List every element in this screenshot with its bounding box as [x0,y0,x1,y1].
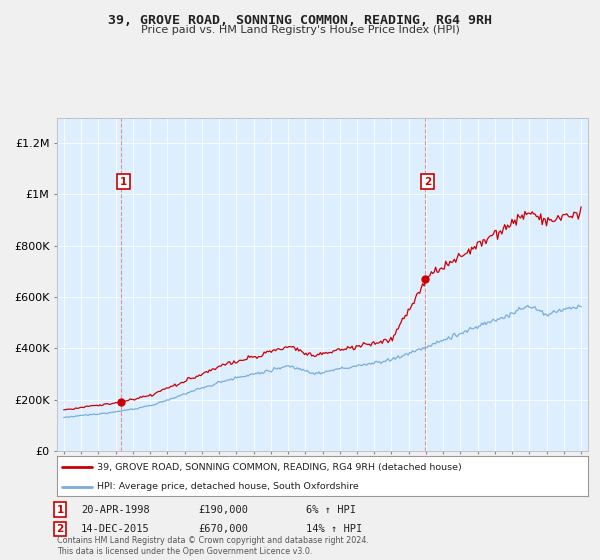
Text: This data is licensed under the Open Government Licence v3.0.: This data is licensed under the Open Gov… [57,547,313,556]
Text: £190,000: £190,000 [198,505,248,515]
Text: 2: 2 [56,524,64,534]
Text: 20-APR-1998: 20-APR-1998 [81,505,150,515]
Text: HPI: Average price, detached house, South Oxfordshire: HPI: Average price, detached house, Sout… [97,483,359,492]
Text: 1: 1 [56,505,64,515]
Text: 14-DEC-2015: 14-DEC-2015 [81,524,150,534]
Text: 39, GROVE ROAD, SONNING COMMON, READING, RG4 9RH (detached house): 39, GROVE ROAD, SONNING COMMON, READING,… [97,463,461,472]
Text: 14% ↑ HPI: 14% ↑ HPI [306,524,362,534]
Text: 2: 2 [424,176,431,186]
Text: Contains HM Land Registry data © Crown copyright and database right 2024.: Contains HM Land Registry data © Crown c… [57,536,369,545]
Text: £670,000: £670,000 [198,524,248,534]
Text: 6% ↑ HPI: 6% ↑ HPI [306,505,356,515]
Text: 39, GROVE ROAD, SONNING COMMON, READING, RG4 9RH: 39, GROVE ROAD, SONNING COMMON, READING,… [108,14,492,27]
Text: 1: 1 [120,176,127,186]
Text: Price paid vs. HM Land Registry's House Price Index (HPI): Price paid vs. HM Land Registry's House … [140,25,460,35]
